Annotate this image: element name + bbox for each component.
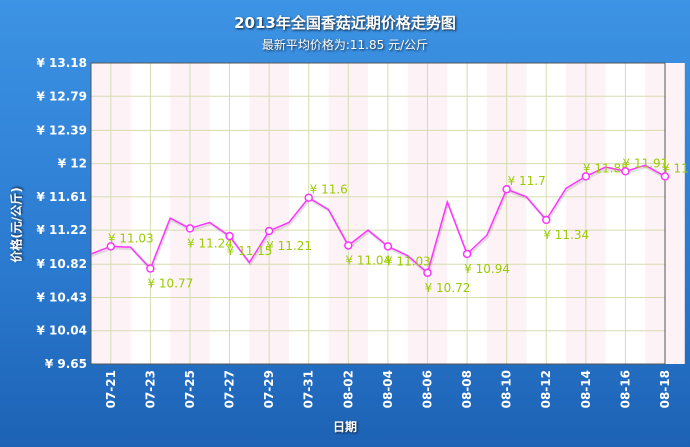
data-label: ¥ 11.03 (108, 231, 154, 245)
y-tick-label: ¥ 11.22 (37, 223, 87, 237)
plot-border (90, 62, 666, 365)
data-point (344, 241, 353, 250)
x-axis-label: 日期 (332, 420, 357, 434)
x-tick-label: 08-08 (460, 370, 474, 408)
chart-title: 2013年全国香菇近期价格走势图 (234, 14, 456, 32)
y-tick-label: ¥ 10.43 (37, 290, 87, 304)
data-label: ¥ 11.7 (508, 174, 546, 188)
chart-subtitle: 最新平均价格为:11.85 元/公斤 (261, 38, 429, 52)
data-point (581, 172, 591, 181)
data-label: ¥ 10.72 (425, 281, 471, 295)
x-tick-label: 08-14 (579, 370, 593, 408)
x-tick-label: 08-12 (539, 370, 553, 408)
x-tick-label: 07-31 (302, 370, 316, 408)
x-tick-label: 07-27 (223, 370, 237, 408)
x-tick-label: 07-29 (262, 370, 276, 408)
y-tick-label: ¥ 10.82 (37, 257, 87, 271)
x-tick-label: 08-02 (341, 370, 355, 408)
data-point (423, 268, 432, 278)
x-tick-label: 08-06 (420, 370, 434, 408)
data-label: ¥ 11.6 (310, 183, 348, 197)
data-point (146, 264, 155, 273)
data-label: ¥ 11.34 (543, 228, 589, 242)
y-tick-label: ¥ 13.18 (37, 56, 87, 70)
data-label: ¥ 10.94 (464, 262, 510, 276)
x-tick-label: 07-23 (143, 370, 157, 408)
y-tick-label: ¥ 12.39 (37, 123, 87, 137)
data-label: ¥ 11.03 (385, 254, 431, 268)
data-label: ¥ 11.21 (266, 239, 312, 253)
x-tick-label: 08-10 (500, 370, 514, 408)
data-point (502, 184, 511, 194)
data-point (106, 242, 116, 251)
data-point (383, 242, 393, 251)
data-point (304, 193, 313, 202)
data-label: ¥ 11.15 (227, 244, 273, 258)
data-label: ¥ 11.24 (187, 236, 233, 250)
x-tick-label: 08-18 (658, 370, 672, 408)
x-tick-label: 07-21 (104, 370, 118, 408)
data-point (264, 226, 274, 236)
data-point (621, 167, 630, 176)
y-tick-label: ¥ 12 (58, 157, 87, 171)
data-label: ¥ 11.04 (345, 253, 391, 267)
data-label: ¥ 10.77 (147, 276, 193, 290)
y-tick-label: ¥ 10.04 (37, 324, 87, 338)
data-point (660, 172, 670, 181)
y-tick-label: ¥ 11.61 (37, 190, 87, 204)
data-point (462, 249, 472, 259)
data-point (225, 231, 234, 241)
data-label: ¥ 11.85 (583, 161, 629, 175)
x-tick-label: 08-16 (618, 370, 632, 408)
data-point (185, 224, 195, 233)
data-point (541, 215, 551, 225)
x-tick-label: 07-25 (183, 370, 197, 408)
data-label: ¥ 11.91 (623, 156, 669, 170)
x-tick-label: 08-04 (381, 370, 395, 408)
data-label: ¥ 11.85 (662, 161, 690, 175)
y-tick-label: ¥ 12.79 (37, 89, 87, 103)
y-tick-label: ¥ 9.65 (45, 357, 87, 371)
